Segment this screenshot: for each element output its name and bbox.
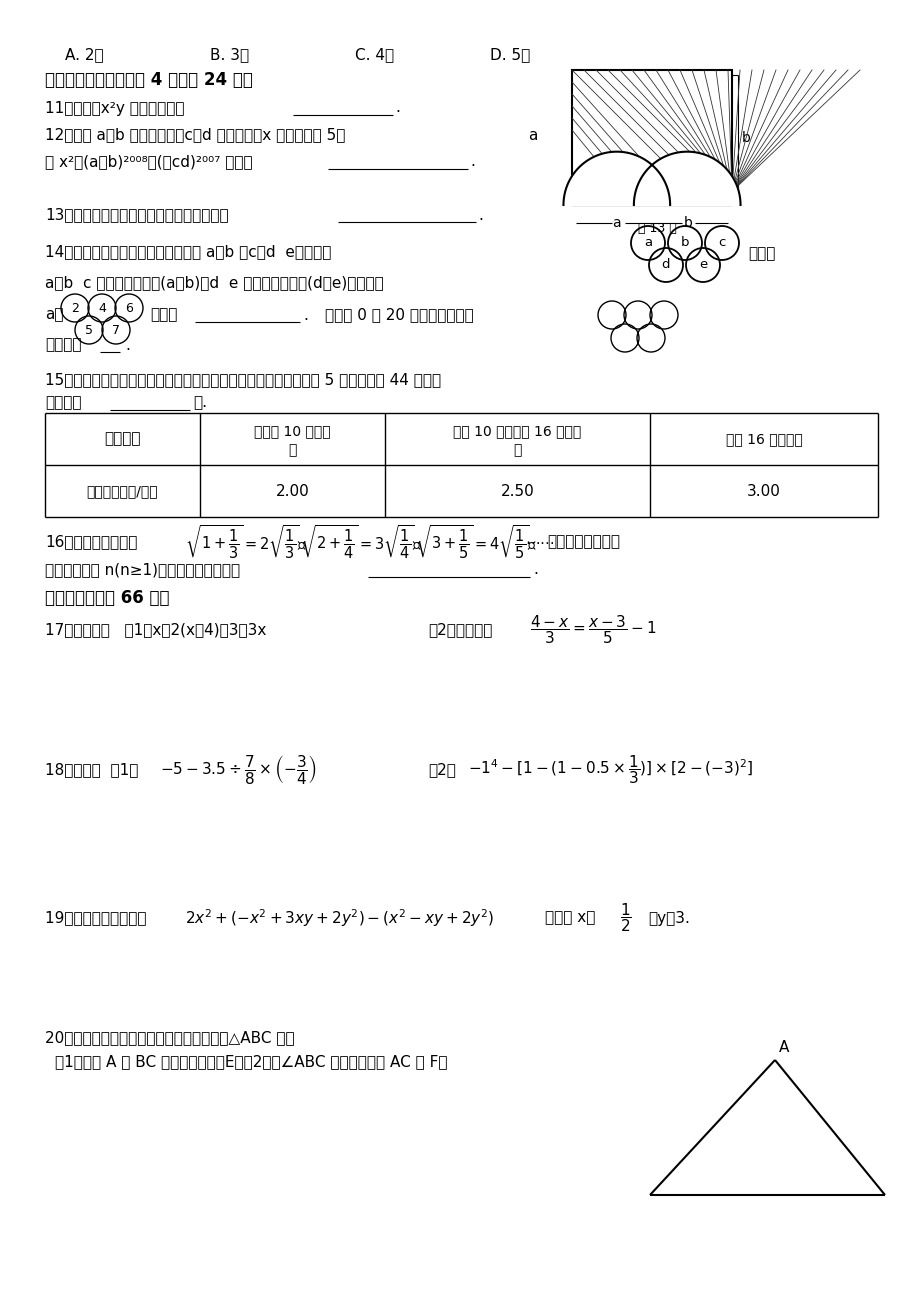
Text: 12、已知 a、b 互为相反数，c、d 互为倒数，x 的绝对值为 5，: 12、已知 a、b 互为相反数，c、d 互为倒数，x 的绝对值为 5， — [45, 128, 345, 142]
Text: ，其中 x＝: ，其中 x＝ — [544, 910, 595, 926]
Text: 20、按要求完成作图，并回答问题；如图在△ABC 中：: 20、按要求完成作图，并回答问题；如图在△ABC 中： — [45, 1030, 294, 1046]
Polygon shape — [633, 152, 740, 204]
Text: ，其中: ，其中 — [747, 246, 775, 262]
Text: 请你在 0 到 20 之间选择另一组: 请你在 0 到 20 之间选择另一组 — [324, 307, 473, 323]
Text: a，b  c 是三个连续偶数(a＜b)，d  e 是两个连续奇数(d＜e)，且满足: a，b c 是三个连续偶数(a＜b)，d e 是两个连续奇数(d＜e)，且满足 — [45, 276, 383, 290]
Text: $-5-3.5\div\dfrac{7}{8}\times\left(-\dfrac{3}{4}\right)$: $-5-3.5\div\dfrac{7}{8}\times\left(-\dfr… — [160, 754, 317, 786]
Text: 11、写出－x²y 的一个同类项: 11、写出－x²y 的一个同类项 — [45, 100, 185, 116]
Text: 17、解方程：   （1）x－2(x－4)＝3－3x: 17、解方程： （1）x－2(x－4)＝3－3x — [45, 622, 267, 638]
Text: 超过 10 度不超过 16 度的部: 超过 10 度不超过 16 度的部 — [453, 424, 581, 437]
Text: 16、观察下列各式：: 16、观察下列各式： — [45, 535, 137, 549]
Text: .: . — [532, 562, 538, 578]
Text: 请你将猜想到的规: 请你将猜想到的规 — [547, 535, 619, 549]
Text: $-1^4-[1-(1-0.5\times\dfrac{1}{3})]\times[2-(-3)^2]$: $-1^4-[1-(1-0.5\times\dfrac{1}{3})]\time… — [468, 754, 753, 786]
Text: 月用水量: 月用水量 — [104, 431, 141, 447]
Text: .: . — [478, 207, 482, 223]
Text: .: . — [302, 307, 308, 323]
Bar — [572, 70, 732, 204]
Text: 分: 分 — [288, 443, 296, 457]
Text: 所用水为: 所用水为 — [45, 396, 82, 410]
Text: $\dfrac{1}{2}$: $\dfrac{1}{2}$ — [619, 901, 631, 935]
Text: .: . — [470, 155, 474, 169]
Text: $\sqrt{3+\dfrac{1}{5}}=4\sqrt{\dfrac{1}{5}}$，: $\sqrt{3+\dfrac{1}{5}}=4\sqrt{\dfrac{1}{… — [414, 523, 537, 561]
Text: d: d — [661, 259, 670, 272]
Text: A. 2个: A. 2个 — [65, 47, 104, 62]
Text: $\sqrt{1+\dfrac{1}{3}}=2\sqrt{\dfrac{1}{3}}$，: $\sqrt{1+\dfrac{1}{3}}=2\sqrt{\dfrac{1}{… — [185, 523, 307, 561]
Text: .: . — [394, 100, 400, 116]
Text: .: . — [125, 337, 130, 353]
Text: 4: 4 — [98, 302, 106, 315]
Text: 7: 7 — [112, 323, 119, 336]
Polygon shape — [562, 152, 669, 204]
Text: 超过 16 度的部分: 超过 16 度的部分 — [725, 432, 801, 447]
Text: b: b — [680, 237, 688, 250]
Text: 14、在五环图案内，分别填写五个数 a，b ，c，d  e，如图，: 14、在五环图案内，分别填写五个数 a，b ，c，d e，如图， — [45, 245, 331, 259]
Text: 5: 5 — [85, 323, 93, 336]
Text: 2.50: 2.50 — [500, 483, 534, 499]
Text: C. 4个: C. 4个 — [355, 47, 393, 62]
Text: 则 x²＋(a＋b)²⁰⁰⁸＋(－cd)²⁰⁰⁷ 的值为: 则 x²＋(a＋b)²⁰⁰⁸＋(－cd)²⁰⁰⁷ 的值为 — [45, 155, 253, 169]
Text: b: b — [742, 130, 750, 145]
Text: （1）过点 A 画 BC 的垂线，垂足为E；（2）画∠ABC 的平分线，交 AC 于 F；: （1）过点 A 画 BC 的垂线，垂足为E；（2）画∠ABC 的平分线，交 AC… — [55, 1055, 447, 1069]
Text: $\cdots\cdots$: $\cdots\cdots$ — [525, 535, 554, 549]
Text: 不超过 10 度的部: 不超过 10 度的部 — [254, 424, 331, 437]
Text: a: a — [643, 237, 652, 250]
Text: 度.: 度. — [193, 396, 207, 410]
Text: $\dfrac{4-x}{3}=\dfrac{x-3}{5}-1$: $\dfrac{4-x}{3}=\dfrac{x-3}{5}-1$ — [529, 613, 655, 646]
Text: ，例如: ，例如 — [150, 307, 177, 323]
Text: 19、先化简，再求值：: 19、先化简，再求值： — [45, 910, 161, 926]
Text: 律用含自然数 n(n≥1)的代数式表示出来是: 律用含自然数 n(n≥1)的代数式表示出来是 — [45, 562, 240, 578]
Text: a: a — [528, 128, 537, 142]
Text: e: e — [698, 259, 707, 272]
Text: 2.00: 2.00 — [276, 483, 309, 499]
Text: A: A — [778, 1040, 789, 1056]
Text: 入下图：: 入下图： — [45, 337, 82, 353]
Text: a: a — [611, 216, 619, 230]
Text: 13、如图，用代数式表示阴影部分的面积是: 13、如图，用代数式表示阴影部分的面积是 — [45, 207, 229, 223]
Text: B. 3个: B. 3个 — [210, 47, 249, 62]
Text: 18、计算：  （1）: 18、计算： （1） — [45, 763, 138, 777]
Text: 2: 2 — [71, 302, 79, 315]
Text: D. 5个: D. 5个 — [490, 47, 529, 62]
Text: $\sqrt{2+\dfrac{1}{4}}=3\sqrt{\dfrac{1}{4}}$，: $\sqrt{2+\dfrac{1}{4}}=3\sqrt{\dfrac{1}{… — [300, 523, 422, 561]
Text: 分: 分 — [513, 443, 521, 457]
Text: 3.00: 3.00 — [746, 483, 780, 499]
Text: 收费标准（元/度）: 收费标准（元/度） — [86, 484, 158, 497]
Text: a＋: a＋ — [45, 307, 63, 323]
Text: ，y＝3.: ，y＝3. — [647, 910, 689, 926]
Text: （2）解方程：: （2）解方程： — [427, 622, 492, 638]
Text: b: b — [684, 216, 692, 230]
Text: （2）: （2） — [427, 763, 456, 777]
Text: $2x^2+(-x^2+3xy+2y^2)-(x^2-xy+2y^2)$: $2x^2+(-x^2+3xy+2y^2)-(x^2-xy+2y^2)$ — [185, 907, 494, 928]
Text: 三、解答题（共 66 分）: 三、解答题（共 66 分） — [45, 589, 169, 607]
Text: 二、细心填一填（每题 4 分，共 24 分）: 二、细心填一填（每题 4 分，共 24 分） — [45, 72, 253, 89]
Text: 第 13 题: 第 13 题 — [637, 221, 676, 234]
Text: c: c — [718, 237, 725, 250]
Text: 6: 6 — [125, 302, 132, 315]
Text: 15、某城市自来水收费实行阶梯水价，收费标准如下表所示，用户 5 月份交水费 44 元，则: 15、某城市自来水收费实行阶梯水价，收费标准如下表所示，用户 5 月份交水费 4… — [45, 372, 440, 388]
